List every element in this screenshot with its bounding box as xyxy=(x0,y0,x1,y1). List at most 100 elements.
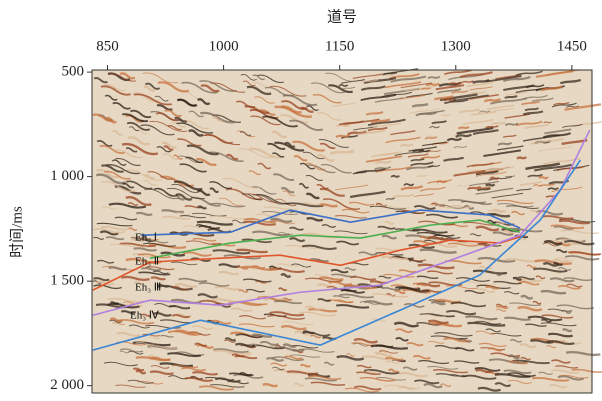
reflector xyxy=(520,294,534,300)
reflector xyxy=(408,108,440,114)
reflector xyxy=(112,322,125,325)
reflector xyxy=(506,205,539,209)
reflector xyxy=(149,370,174,376)
reflector xyxy=(434,344,459,349)
reflector xyxy=(100,85,131,96)
reflector xyxy=(150,276,166,281)
reflector xyxy=(530,339,554,344)
reflector xyxy=(402,366,418,371)
reflector xyxy=(162,153,180,161)
x-tick-label: 1300 xyxy=(441,38,471,54)
reflector xyxy=(312,94,342,104)
reflector xyxy=(483,149,521,157)
reflector xyxy=(167,330,202,336)
reflector xyxy=(119,242,157,248)
reflector xyxy=(175,193,193,201)
reflector xyxy=(566,283,583,288)
reflector xyxy=(125,196,152,207)
reflector xyxy=(93,236,105,240)
reflector xyxy=(561,229,599,235)
reflector xyxy=(246,85,272,96)
reflector xyxy=(197,205,207,210)
reflector xyxy=(246,193,279,203)
reflector xyxy=(119,348,144,353)
reflector xyxy=(542,215,574,220)
reflector xyxy=(434,95,454,101)
reflector xyxy=(507,372,536,377)
reflector xyxy=(149,336,161,340)
reflector xyxy=(552,262,564,266)
reflector xyxy=(331,102,356,108)
reflector xyxy=(491,271,502,277)
reflector xyxy=(116,331,141,337)
reflector xyxy=(239,315,267,320)
reflector xyxy=(491,208,507,213)
reflector xyxy=(555,365,579,369)
reflector xyxy=(147,239,169,244)
reflector xyxy=(303,151,325,160)
reflector xyxy=(179,163,207,173)
reflector xyxy=(475,225,500,232)
reflector xyxy=(128,350,144,355)
reflector xyxy=(453,169,486,177)
reflector xyxy=(375,377,407,381)
reflector xyxy=(141,267,162,272)
reflector xyxy=(370,118,391,124)
reflector xyxy=(101,206,119,210)
reflector xyxy=(541,314,574,319)
x-tick-label: 850 xyxy=(96,38,119,54)
reflector xyxy=(508,360,529,365)
reflector xyxy=(115,157,141,166)
reflector xyxy=(304,305,324,311)
reflector xyxy=(289,226,304,231)
reflector xyxy=(384,384,421,390)
reflector xyxy=(286,370,319,376)
reflector xyxy=(350,276,376,281)
reflector xyxy=(371,152,397,158)
reflector xyxy=(403,302,425,308)
reflector xyxy=(475,330,498,335)
reflector xyxy=(181,81,218,94)
reflector xyxy=(241,265,278,271)
reflector xyxy=(184,376,214,382)
reflector xyxy=(200,111,236,124)
reflector xyxy=(95,280,115,286)
reflector xyxy=(361,355,398,361)
reflector xyxy=(130,109,152,119)
reflector xyxy=(173,180,203,191)
reflector xyxy=(505,91,527,96)
reflector xyxy=(385,136,421,144)
reflector xyxy=(137,253,171,259)
reflector xyxy=(101,180,136,193)
reflector xyxy=(469,86,493,91)
reflector xyxy=(109,319,123,323)
reflector xyxy=(257,162,272,170)
reflector xyxy=(99,144,126,154)
reflector xyxy=(424,136,438,140)
reflector xyxy=(492,231,514,236)
reflector xyxy=(192,371,218,376)
reflector xyxy=(248,170,262,176)
reflector xyxy=(479,110,491,113)
reflector xyxy=(488,176,513,181)
reflector xyxy=(138,271,171,276)
reflector xyxy=(360,85,386,91)
reflector xyxy=(154,95,169,102)
seismic-texture xyxy=(92,68,602,393)
reflector xyxy=(414,379,440,385)
reflector xyxy=(538,145,573,152)
reflector xyxy=(516,156,527,160)
reflector xyxy=(398,286,430,293)
reflector xyxy=(540,289,567,295)
reflector xyxy=(291,263,312,268)
reflector xyxy=(168,305,191,310)
reflector xyxy=(420,87,432,91)
reflector xyxy=(107,297,145,303)
reflector xyxy=(423,382,443,389)
reflector xyxy=(147,171,174,180)
reflector xyxy=(174,283,198,288)
reflector xyxy=(236,130,256,138)
reflector xyxy=(394,289,406,295)
reflector xyxy=(269,220,296,225)
reflector xyxy=(434,332,473,337)
